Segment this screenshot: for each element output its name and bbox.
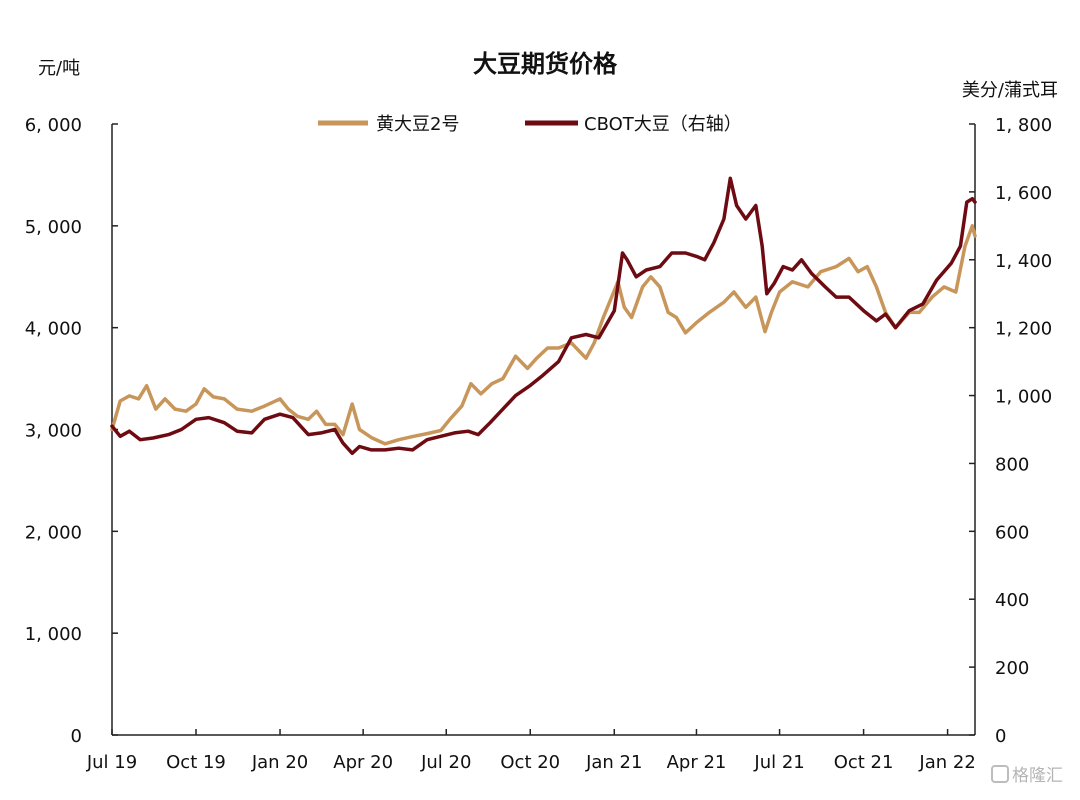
x-tick-label: Jul 20 [420, 752, 471, 773]
x-tick-label: Jul 19 [86, 752, 137, 773]
left-tick-label: 4, 000 [25, 319, 82, 340]
x-tick-label: Jan 20 [251, 752, 308, 773]
x-tick-label: Jan 21 [585, 752, 642, 773]
right-tick-label: 800 [995, 454, 1029, 475]
left-axis-unit: 元/吨 [38, 58, 80, 79]
axes [111, 124, 976, 736]
x-tick-label: Oct 21 [834, 752, 894, 773]
left-axis-ticks: 0 1, 000 2, 000 3, 000 4, 000 5, 000 6, 000 [25, 115, 118, 747]
x-tick-label: Jan 22 [918, 752, 975, 773]
right-tick-label: 600 [995, 522, 1029, 543]
right-tick-label: 1, 600 [995, 183, 1052, 204]
right-tick-label: 1, 800 [995, 115, 1052, 136]
x-tick-label: Apr 21 [667, 752, 727, 773]
x-tick-label: Jul 21 [753, 752, 804, 773]
x-tick-label: Apr 20 [333, 752, 393, 773]
left-tick-label: 6, 000 [25, 115, 82, 136]
x-axis-ticks: Jul 19 Oct 19 Jan 20 Apr 20 Jul 20 Oct 20 Jan … [86, 729, 976, 773]
right-tick-label: 1, 000 [995, 387, 1052, 408]
series-line-1 [110, 224, 977, 446]
left-tick-label: 0 [71, 726, 82, 747]
series-line-2 [110, 176, 977, 456]
watermark: 格隆汇 [991, 765, 1063, 786]
right-tick-label: 200 [995, 658, 1029, 679]
left-tick-label: 5, 000 [25, 217, 82, 238]
right-tick-label: 1, 200 [995, 319, 1052, 340]
series-layer [110, 176, 977, 456]
watermark-logo-icon [991, 765, 1009, 783]
right-tick-label: 400 [995, 590, 1029, 611]
right-tick-label: 1, 400 [995, 251, 1052, 272]
right-axis-unit: 美分/蒲式耳 [962, 80, 1058, 101]
legend-label-series-2: CBOT大豆（右轴） [584, 114, 742, 135]
legend-label-series-1: 黄大豆2号 [376, 114, 459, 135]
left-tick-label: 2, 000 [25, 522, 82, 543]
x-tick-label: Oct 20 [500, 752, 560, 773]
legend: 黄大豆2号 CBOT大豆（右轴） [318, 114, 742, 135]
chart-title: 大豆期货价格 [473, 50, 618, 78]
watermark-text: 格隆汇 [1012, 766, 1063, 786]
right-tick-label: 0 [995, 726, 1006, 747]
x-tick-label: Oct 19 [166, 752, 226, 773]
left-tick-label: 3, 000 [25, 421, 82, 442]
right-axis-ticks: 0 200 400 600 800 1, 000 1, 200 1, 400 1, 600 1, … [969, 115, 1052, 747]
left-tick-label: 1, 000 [25, 624, 82, 645]
